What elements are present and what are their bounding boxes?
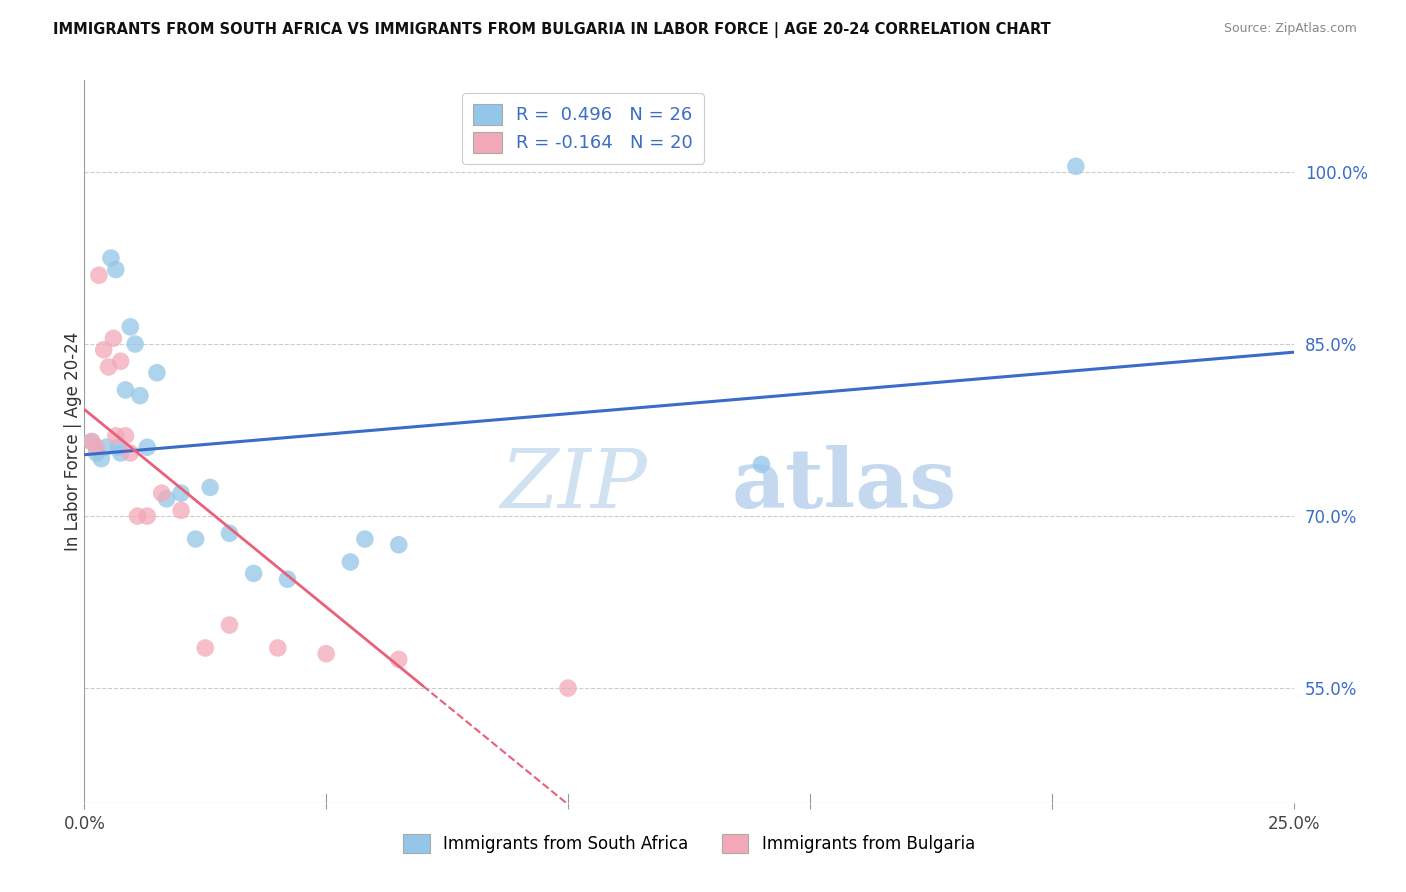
Point (120, 319, 142, 334)
Point (170, 486, 193, 500)
Point (218, 526, 240, 541)
Point (97, 359, 120, 374)
Point (315, 647, 337, 661)
Point (103, 331, 125, 345)
Point (557, 681, 579, 695)
Point (388, 538, 411, 552)
Point (150, 486, 173, 500)
Point (136, 440, 159, 454)
Point (114, 429, 136, 443)
Point (104, 262, 127, 277)
Point (114, 383, 136, 397)
Text: Source: ZipAtlas.com: Source: ZipAtlas.com (1223, 22, 1357, 36)
Point (120, 446, 142, 460)
Point (354, 532, 377, 546)
Point (127, 509, 149, 524)
Point (90, 451, 112, 466)
Point (242, 566, 264, 581)
Point (339, 555, 361, 569)
Text: atlas: atlas (731, 445, 956, 524)
Point (100, 251, 122, 265)
Point (751, 458, 773, 472)
Y-axis label: In Labor Force | Age 20-24: In Labor Force | Age 20-24 (65, 332, 82, 551)
Point (87, 268, 110, 283)
Point (94, 440, 117, 454)
Point (93, 343, 115, 357)
Point (198, 480, 221, 494)
Legend: Immigrants from South Africa, Immigrants from Bulgaria: Immigrants from South Africa, Immigrants… (396, 827, 981, 860)
Point (146, 366, 169, 380)
Point (107, 440, 129, 454)
Point (155, 491, 177, 506)
Point (276, 572, 298, 586)
Point (194, 640, 217, 655)
Point (86, 446, 108, 460)
Point (104, 429, 127, 443)
Point (184, 532, 207, 546)
Point (86, 440, 108, 454)
Point (110, 354, 132, 368)
Text: ZIP: ZIP (499, 445, 647, 524)
Point (129, 389, 152, 403)
Point (1064, 159, 1087, 173)
Point (80, 434, 103, 449)
Point (124, 337, 146, 351)
Point (110, 446, 132, 460)
Point (388, 652, 411, 666)
Point (267, 640, 290, 655)
Point (170, 503, 193, 517)
Point (218, 618, 240, 632)
Point (136, 509, 159, 524)
Point (80, 434, 103, 449)
Text: IMMIGRANTS FROM SOUTH AFRICA VS IMMIGRANTS FROM BULGARIA IN LABOR FORCE | AGE 20: IMMIGRANTS FROM SOUTH AFRICA VS IMMIGRAN… (53, 22, 1052, 38)
